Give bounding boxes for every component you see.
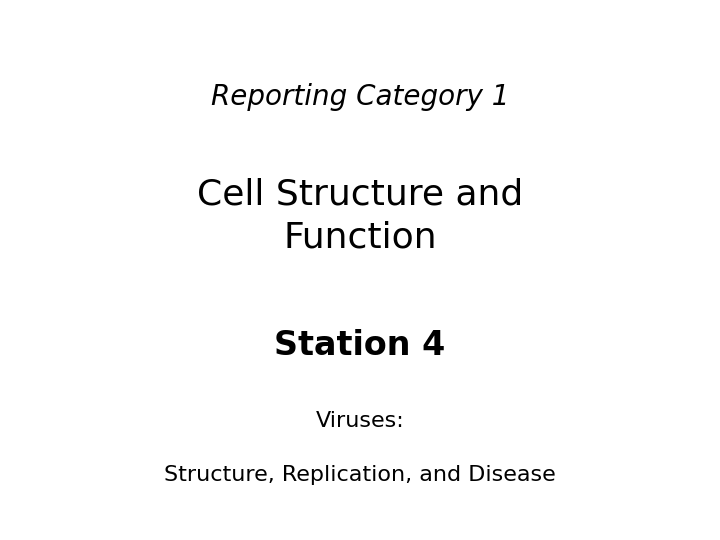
Text: Station 4: Station 4 [274,329,446,362]
Text: Cell Structure and
Function: Cell Structure and Function [197,178,523,254]
Text: Viruses:: Viruses: [315,411,405,431]
Text: Structure, Replication, and Disease: Structure, Replication, and Disease [164,465,556,485]
Text: Reporting Category 1: Reporting Category 1 [211,83,509,111]
